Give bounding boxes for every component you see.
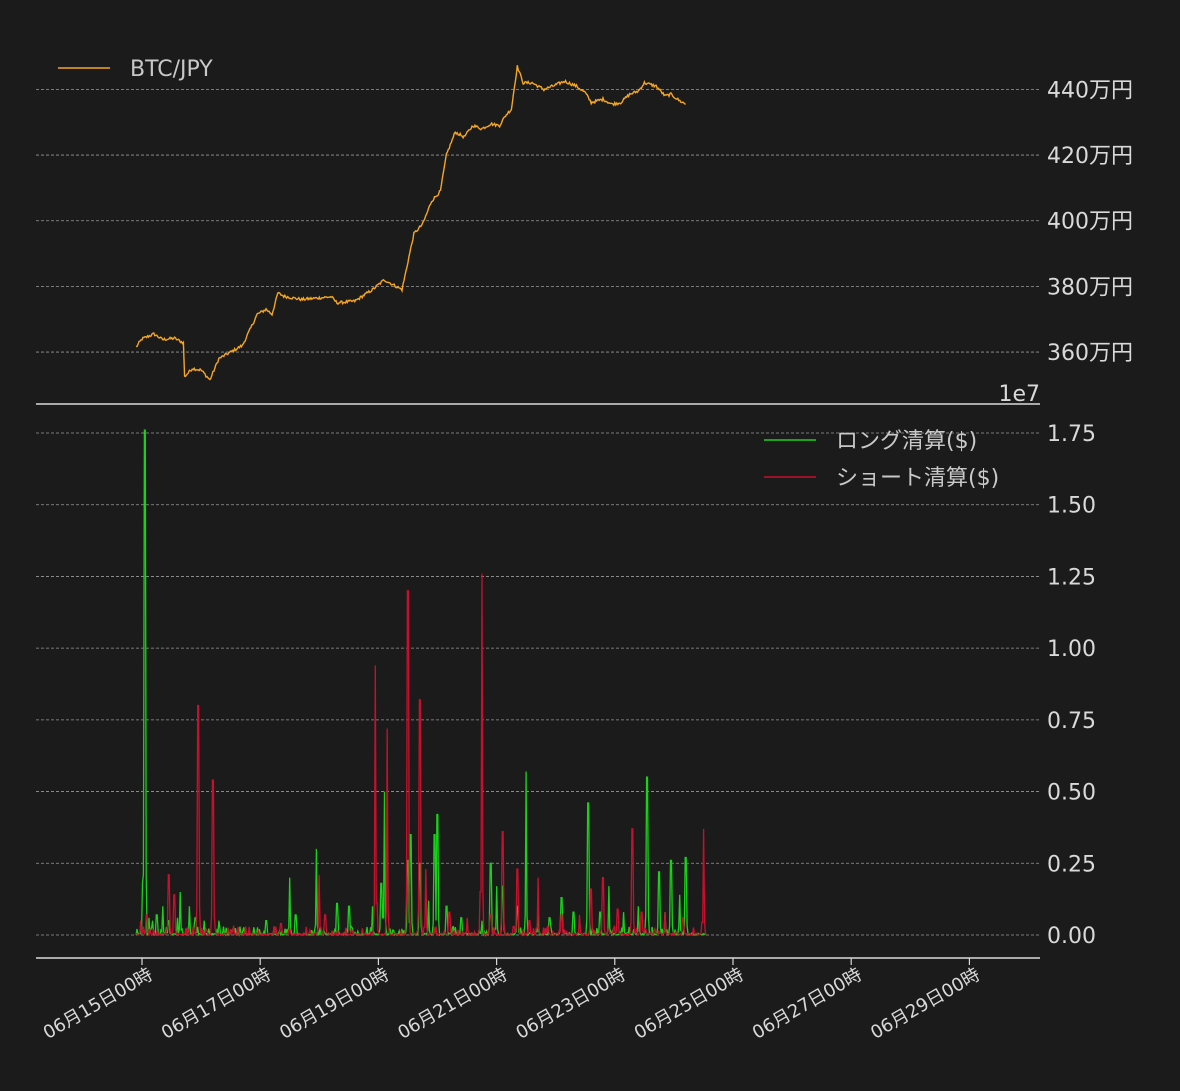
liquidation-y-tick-label: 1.00 bbox=[1047, 637, 1096, 662]
legend-label-short: ショート清算($) bbox=[836, 466, 999, 491]
legend-label-btc-jpy: BTC/JPY bbox=[130, 57, 213, 82]
x-tick-label: 06月19日00時 bbox=[276, 964, 393, 1044]
x-tick-label: 06月25日00時 bbox=[631, 964, 748, 1044]
x-tick-label: 06月21日00時 bbox=[394, 964, 511, 1044]
price-gridlines bbox=[36, 88, 1040, 353]
price-y-tick-labels: 360万円 380万円 400万円 420万円 440万円 bbox=[1047, 78, 1133, 366]
liquidation-panel: 0.00 0.25 0.50 0.75 1.00 1.25 1.50 1.75 1e7 ロング… bbox=[36, 382, 1096, 959]
series-line-btc-jpy bbox=[135, 65, 686, 381]
liquidation-y-tick-label: 1.50 bbox=[1047, 494, 1096, 519]
liquidation-y-tick-label: 1.75 bbox=[1047, 422, 1096, 447]
price-y-tick-label: 380万円 bbox=[1047, 275, 1133, 300]
x-tick-label: 06月15日00時 bbox=[40, 964, 157, 1044]
liquidation-y-tick-label: 1.25 bbox=[1047, 565, 1096, 590]
liquidation-y-tick-label: 0.50 bbox=[1047, 781, 1096, 806]
x-tick-label: 06月29日00時 bbox=[867, 964, 984, 1044]
price-panel: 360万円 380万円 400万円 420万円 440万円 BTC/JPY bbox=[36, 57, 1133, 405]
liquidation-y-tick-label: 0.25 bbox=[1047, 852, 1096, 877]
liquidation-y-tick-labels: 0.00 0.25 0.50 0.75 1.00 1.25 1.50 1.75 bbox=[1047, 422, 1096, 949]
x-tick-label: 06月27日00時 bbox=[749, 964, 866, 1044]
x-tick-label: 06月17日00時 bbox=[158, 964, 275, 1044]
y-axis-offset-label: 1e7 bbox=[998, 382, 1040, 407]
x-tick-label: 06月23日00時 bbox=[513, 964, 630, 1044]
price-y-tick-label: 420万円 bbox=[1047, 144, 1133, 169]
x-axis: 06月15日00時 06月17日00時 06月19日00時 06月21日00時 06月2… bbox=[40, 958, 984, 1044]
price-legend: BTC/JPY bbox=[58, 57, 213, 82]
liquidation-y-tick-label: 0.75 bbox=[1047, 709, 1096, 734]
series-line-short-liquidation bbox=[135, 573, 707, 938]
price-y-tick-label: 440万円 bbox=[1047, 78, 1133, 103]
price-y-tick-label: 360万円 bbox=[1047, 341, 1133, 366]
liquidation-y-tick-label: 0.00 bbox=[1047, 924, 1096, 949]
legend-label-long: ロング清算($) bbox=[836, 429, 977, 454]
liquidation-legend: ロング清算($) ショート清算($) bbox=[764, 429, 999, 491]
price-y-tick-label: 400万円 bbox=[1047, 210, 1133, 235]
liquidation-gridlines bbox=[36, 432, 1040, 936]
